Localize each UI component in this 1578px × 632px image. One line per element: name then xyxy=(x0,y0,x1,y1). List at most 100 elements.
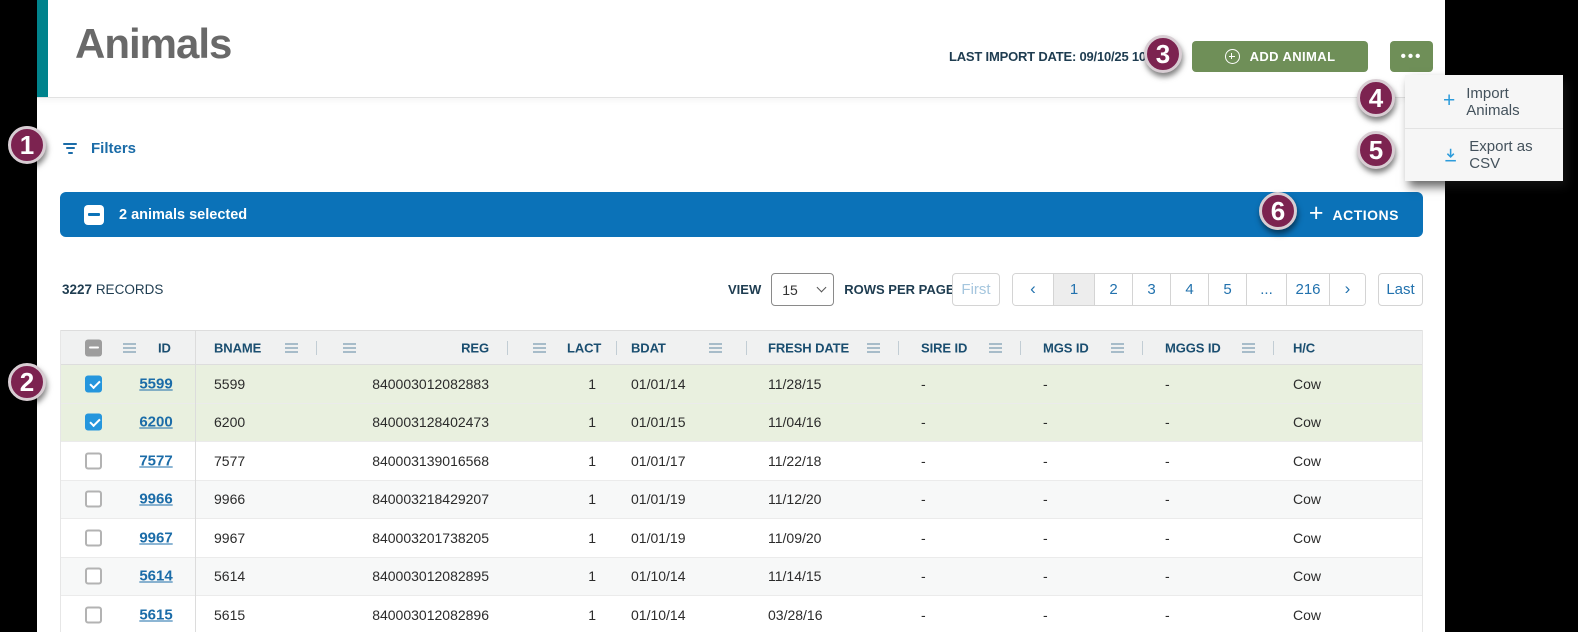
add-animal-label: ADD ANIMAL xyxy=(1249,49,1336,64)
animal-id-link[interactable]: 5599 xyxy=(139,375,173,393)
table-row[interactable]: 6200 6200 840003128402473 1 01/01/15 11/… xyxy=(61,403,1422,442)
cell-hc: Cow xyxy=(1293,491,1322,508)
table-row[interactable]: 5615 5615 840003012082896 1 01/10/14 03/… xyxy=(61,596,1422,632)
cell-sire-id: - xyxy=(921,452,926,469)
row-checkbox[interactable] xyxy=(85,375,102,393)
sort-icon-mgs-id[interactable] xyxy=(1111,342,1124,345)
table-row[interactable]: 7577 7577 840003139016568 1 01/01/17 11/… xyxy=(61,442,1422,481)
cell-bname: 5614 xyxy=(214,568,246,585)
row-checkbox[interactable] xyxy=(85,452,102,470)
cell-hc: Cow xyxy=(1293,375,1322,392)
cell-hc: Cow xyxy=(1293,568,1322,585)
column-label-bname[interactable]: BNAME xyxy=(214,340,262,355)
filter-icon xyxy=(62,142,78,154)
cell-bdat: 01/01/19 xyxy=(631,491,686,508)
annotation-1: 1 xyxy=(8,126,46,164)
page-header: Animals LAST IMPORT DATE: 09/10/25 10: A… xyxy=(37,0,1445,97)
annotation-4: 4 xyxy=(1357,79,1395,117)
animal-id-link[interactable]: 9966 xyxy=(139,490,173,508)
sort-icon-bdat[interactable] xyxy=(709,342,722,345)
records-count: 3227 RECORDS xyxy=(62,273,163,306)
annotation-2: 2 xyxy=(8,363,46,401)
first-page-button[interactable]: First xyxy=(952,273,1000,306)
menu-item-export-csv[interactable]: Export as CSV xyxy=(1405,128,1563,181)
column-label-sire-id[interactable]: SIRE ID xyxy=(921,340,968,355)
rows-per-page-label: ROWS PER PAGE xyxy=(844,282,955,297)
table-row[interactable]: 9966 9966 840003218429207 1 01/01/19 11/… xyxy=(61,480,1422,519)
cell-lact: 1 xyxy=(588,529,596,546)
prev-page-button[interactable]: ‹ xyxy=(1013,274,1053,305)
column-label-mggs-id[interactable]: MGGS ID xyxy=(1165,340,1221,355)
cell-bname: 7577 xyxy=(214,452,246,469)
cell-sire-id: - xyxy=(921,375,926,392)
table-row[interactable]: 5614 5614 840003012082895 1 01/10/14 11/… xyxy=(61,557,1422,596)
column-label-bdat[interactable]: BDAT xyxy=(631,340,666,355)
page-button-4[interactable]: 4 xyxy=(1170,274,1208,305)
table-row[interactable]: 9967 9967 840003201738205 1 01/01/19 11/… xyxy=(61,519,1422,558)
select-all-checkbox[interactable] xyxy=(85,339,102,356)
column-label-hc[interactable]: H/C xyxy=(1293,340,1316,355)
filters-toggle[interactable]: Filters xyxy=(62,134,136,162)
cell-bname: 5599 xyxy=(214,375,246,392)
cell-bdat: 01/01/15 xyxy=(631,414,686,431)
row-checkbox[interactable] xyxy=(85,529,102,547)
view-label: VIEW xyxy=(728,282,762,297)
cell-fresh-date: 11/28/15 xyxy=(768,375,822,392)
deselect-all-checkbox[interactable] xyxy=(84,204,104,225)
more-options-button[interactable]: ••• xyxy=(1390,41,1433,72)
sort-icon-bname[interactable] xyxy=(285,342,298,345)
page-button-5[interactable]: 5 xyxy=(1208,274,1246,305)
cell-mgs-id: - xyxy=(1043,529,1048,546)
sort-icon-lact[interactable] xyxy=(533,342,546,345)
row-checkbox[interactable] xyxy=(85,490,102,508)
plus-circle-icon xyxy=(1224,49,1240,64)
sort-icon-mggs-id[interactable] xyxy=(1242,342,1255,345)
next-page-button[interactable]: › xyxy=(1329,274,1365,305)
sort-icon-id[interactable] xyxy=(123,342,136,345)
row-checkbox[interactable] xyxy=(85,606,102,624)
last-page-button[interactable]: Last xyxy=(1378,273,1423,306)
column-separator xyxy=(507,340,508,355)
selection-count: 2 animals selected xyxy=(119,206,248,223)
animal-id-link[interactable]: 5615 xyxy=(139,606,173,624)
column-label-reg[interactable]: REG xyxy=(461,340,489,355)
animal-id-link[interactable]: 7577 xyxy=(139,452,173,470)
page-button-2[interactable]: 2 xyxy=(1094,274,1132,305)
column-separator xyxy=(746,340,747,355)
animal-id-link[interactable]: 6200 xyxy=(139,413,173,431)
sort-icon-reg[interactable] xyxy=(343,342,356,345)
column-label-mgs-id[interactable]: MGS ID xyxy=(1043,340,1089,355)
annotation-6: 6 xyxy=(1259,192,1297,230)
plus-icon: + xyxy=(1443,88,1456,112)
sort-icon-fresh-date[interactable] xyxy=(867,342,880,345)
page-button-3[interactable]: 3 xyxy=(1132,274,1170,305)
sort-icon-sire-id[interactable] xyxy=(989,342,1002,345)
page-button-216[interactable]: 216 xyxy=(1286,274,1329,305)
add-animal-button[interactable]: ADD ANIMAL xyxy=(1192,41,1368,72)
column-label-fresh-date[interactable]: FRESH DATE xyxy=(768,340,850,355)
animal-id-link[interactable]: 5614 xyxy=(139,567,173,585)
cell-bdat: 01/01/17 xyxy=(631,452,686,469)
cell-sire-id: - xyxy=(921,491,926,508)
accent-bar xyxy=(37,0,48,97)
column-separator xyxy=(316,340,317,355)
menu-item-import-animals[interactable]: + Import Animals xyxy=(1405,75,1563,128)
cell-lact: 1 xyxy=(588,375,596,392)
animal-id-link[interactable]: 9967 xyxy=(139,529,173,547)
column-separator xyxy=(898,340,899,355)
table-row[interactable]: 5599 5599 840003012082883 1 01/01/14 11/… xyxy=(61,365,1422,404)
actions-button[interactable]: + ACTIONS xyxy=(1309,201,1399,226)
page-button-1[interactable]: 1 xyxy=(1053,274,1094,305)
row-checkbox[interactable] xyxy=(85,567,102,585)
cell-mggs-id: - xyxy=(1165,414,1170,431)
cell-sire-id: - xyxy=(921,606,926,623)
row-checkbox[interactable] xyxy=(85,413,102,431)
import-animals-label: Import Animals xyxy=(1466,84,1520,119)
column-separator xyxy=(1142,340,1143,355)
column-separator xyxy=(616,340,617,355)
column-label-id[interactable]: ID xyxy=(158,340,171,355)
rows-per-page-select[interactable]: 15 xyxy=(771,273,835,306)
column-separator xyxy=(1020,340,1021,355)
column-label-lact[interactable]: LACT xyxy=(567,340,602,355)
cell-mggs-id: - xyxy=(1165,452,1170,469)
